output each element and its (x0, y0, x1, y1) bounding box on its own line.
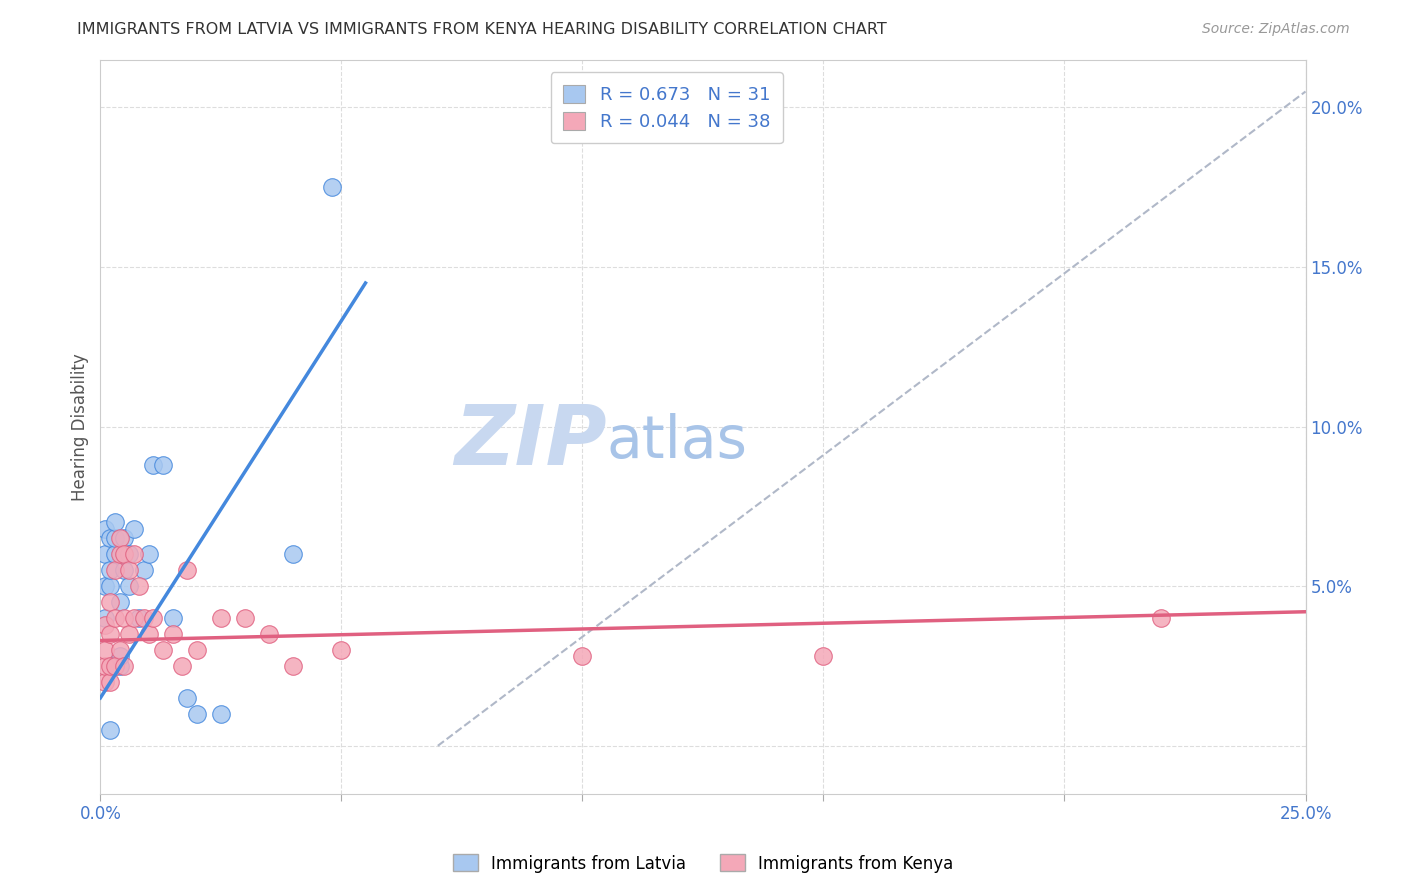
Point (283, 547, 305, 561)
Point (104, 532, 127, 546)
Point (104, 659, 127, 673)
Point (132, 563, 155, 577)
Legend: R = 0.673   N = 31, R = 0.044   N = 38: R = 0.673 N = 31, R = 0.044 N = 38 (551, 72, 783, 144)
Point (138, 547, 160, 561)
Point (98, 532, 121, 546)
Point (209, 706, 232, 721)
Point (128, 611, 150, 625)
Point (104, 659, 127, 673)
Point (132, 611, 155, 625)
Point (172, 659, 194, 673)
Point (142, 611, 165, 625)
Point (108, 643, 131, 657)
Legend: Immigrants from Latvia, Immigrants from Kenya: Immigrants from Latvia, Immigrants from … (446, 847, 960, 880)
Point (98, 659, 121, 673)
Point (321, 180, 343, 194)
Point (122, 611, 145, 625)
Point (152, 643, 174, 657)
Point (118, 547, 141, 561)
Text: ZIP: ZIP (454, 401, 606, 482)
Point (104, 516, 127, 530)
Point (98, 675, 121, 690)
Point (108, 547, 131, 561)
Point (122, 547, 145, 561)
Point (104, 611, 127, 625)
Point (233, 611, 256, 625)
Point (1150, 611, 1173, 625)
Point (98, 723, 121, 737)
Point (114, 659, 136, 673)
Point (118, 627, 141, 641)
Point (94, 659, 117, 673)
Point (176, 690, 198, 705)
Point (98, 627, 121, 641)
Point (104, 547, 127, 561)
Point (98, 563, 121, 577)
Y-axis label: Hearing Disability: Hearing Disability (72, 352, 89, 500)
Point (94, 611, 117, 625)
Point (94, 522, 117, 536)
Point (114, 532, 136, 546)
Point (176, 563, 198, 577)
Point (142, 458, 165, 472)
Point (114, 611, 136, 625)
Point (283, 659, 305, 673)
Point (186, 706, 208, 721)
Point (104, 563, 127, 577)
Point (114, 563, 136, 577)
Text: Source: ZipAtlas.com: Source: ZipAtlas.com (1202, 22, 1350, 37)
Point (94, 643, 117, 657)
Point (114, 547, 136, 561)
Point (118, 579, 141, 593)
Point (257, 627, 280, 641)
Point (94, 547, 117, 561)
Point (108, 649, 131, 664)
Point (138, 627, 160, 641)
Point (128, 579, 150, 593)
Point (108, 659, 131, 673)
Point (94, 579, 117, 593)
Point (94, 675, 117, 690)
Point (813, 649, 835, 664)
Point (330, 643, 353, 657)
Point (118, 563, 141, 577)
Point (122, 522, 145, 536)
Point (162, 627, 184, 641)
Point (98, 595, 121, 609)
Point (209, 611, 232, 625)
Point (98, 579, 121, 593)
Point (186, 643, 208, 657)
Point (108, 532, 131, 546)
Point (108, 595, 131, 609)
Text: IMMIGRANTS FROM LATVIA VS IMMIGRANTS FROM KENYA HEARING DISABILITY CORRELATION C: IMMIGRANTS FROM LATVIA VS IMMIGRANTS FRO… (77, 22, 887, 37)
Point (571, 649, 593, 664)
Point (94, 617, 117, 632)
Point (152, 458, 174, 472)
Text: atlas: atlas (606, 413, 748, 470)
Point (162, 611, 184, 625)
